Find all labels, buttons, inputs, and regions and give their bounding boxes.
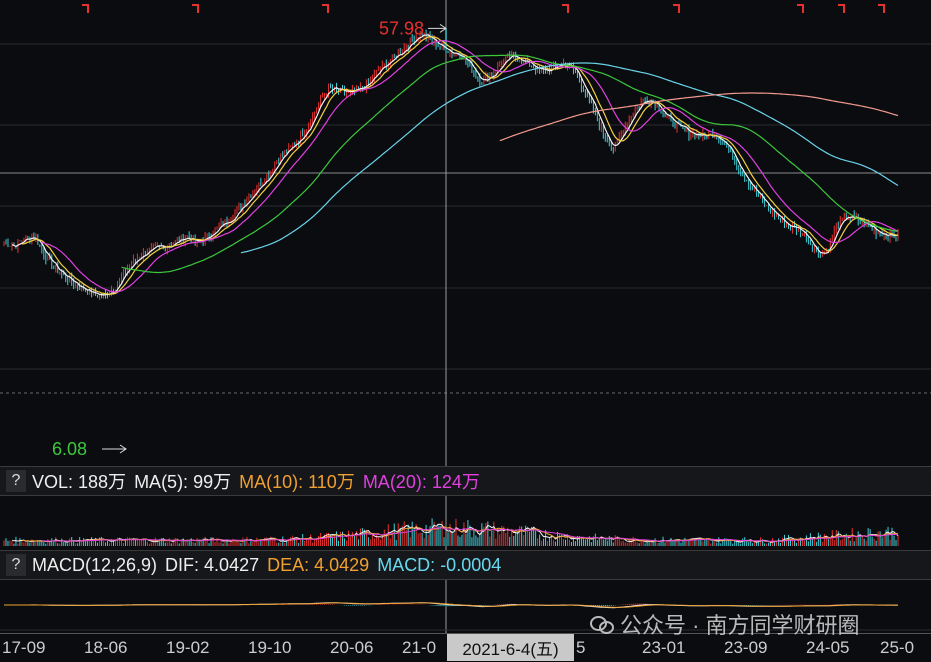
moving-average-lines: [11, 34, 899, 296]
macd-dif: DIF: 4.0427: [165, 554, 260, 575]
high-arrowhead: [439, 23, 447, 33]
low-price-label: 6.08: [52, 439, 87, 459]
macd-lines: [4, 602, 899, 609]
event-marker: [82, 4, 89, 13]
x-tick-label: 24-05: [806, 638, 850, 657]
volume-value: VOL: 188万: [32, 472, 127, 492]
macd-dea: DEA: 4.0429: [267, 554, 370, 575]
macd-title: MACD(12,26,9): [32, 554, 158, 575]
x-tick-label: 20-06: [330, 638, 374, 657]
top-event-markers: [82, 4, 885, 13]
volume-legend-bar: ? VOL: 188万 MA(5): 99万 MA(10): 110万 MA(2…: [0, 466, 931, 496]
x-tick-label: 19-10: [248, 638, 292, 657]
volume-ma20-line: [41, 527, 899, 542]
watermark-text: 公众号 · 南方同学财研圈: [620, 613, 860, 638]
price-candles: [3, 28, 899, 300]
event-marker: [797, 4, 804, 13]
x-tick-label: 25-0: [880, 638, 915, 657]
high-price-label: 57.98: [379, 18, 424, 38]
ma20-line: [41, 40, 899, 293]
volume-ma10: MA(10): 110万: [239, 472, 355, 492]
watermark: 公众号 · 南方同学财研圈: [590, 608, 860, 640]
dea-line: [4, 602, 898, 608]
volume-ma20: MA(20): 124万: [362, 472, 480, 492]
volume-bars: [3, 518, 899, 546]
low-arrowhead: [119, 444, 127, 454]
x-tick-label: 23-01: [642, 638, 686, 657]
wechat-icon: [590, 614, 614, 634]
event-marker: [673, 4, 680, 13]
x-tick-label: 5: [576, 638, 586, 657]
x-tick-label: 18-06: [84, 638, 128, 657]
volume-help-button[interactable]: ?: [6, 470, 26, 492]
price-annotations: 57.98 6.08: [52, 18, 447, 459]
grid: [0, 0, 931, 633]
x-tick-label: 23-09: [724, 638, 768, 657]
event-marker: [878, 4, 885, 13]
x-tick-label: 17-09: [2, 638, 46, 657]
macd-help-button[interactable]: ?: [6, 554, 26, 576]
event-marker: [192, 4, 199, 13]
x-tick-label: 19-02: [166, 638, 210, 657]
crosshair-date-label: 2021-6-4(五): [447, 634, 574, 661]
volume-ma-lines: [11, 523, 899, 543]
event-marker: [838, 4, 845, 13]
macd-value: MACD: -0.0004: [377, 554, 502, 575]
x-tick-label: 21-0: [402, 638, 437, 657]
ma10-line: [21, 36, 899, 296]
ma60-line: [121, 54, 899, 274]
event-marker: [562, 4, 569, 13]
ma5-line: [11, 34, 899, 296]
ma250-line: [499, 92, 899, 142]
macd-legend-bar: ? MACD(12,26,9) DIF: 4.0427 DEA: 4.0429 …: [0, 550, 931, 580]
volume-ma5: MA(5): 99万: [134, 472, 232, 492]
ma120-line: [240, 62, 899, 254]
event-marker: [322, 4, 329, 13]
